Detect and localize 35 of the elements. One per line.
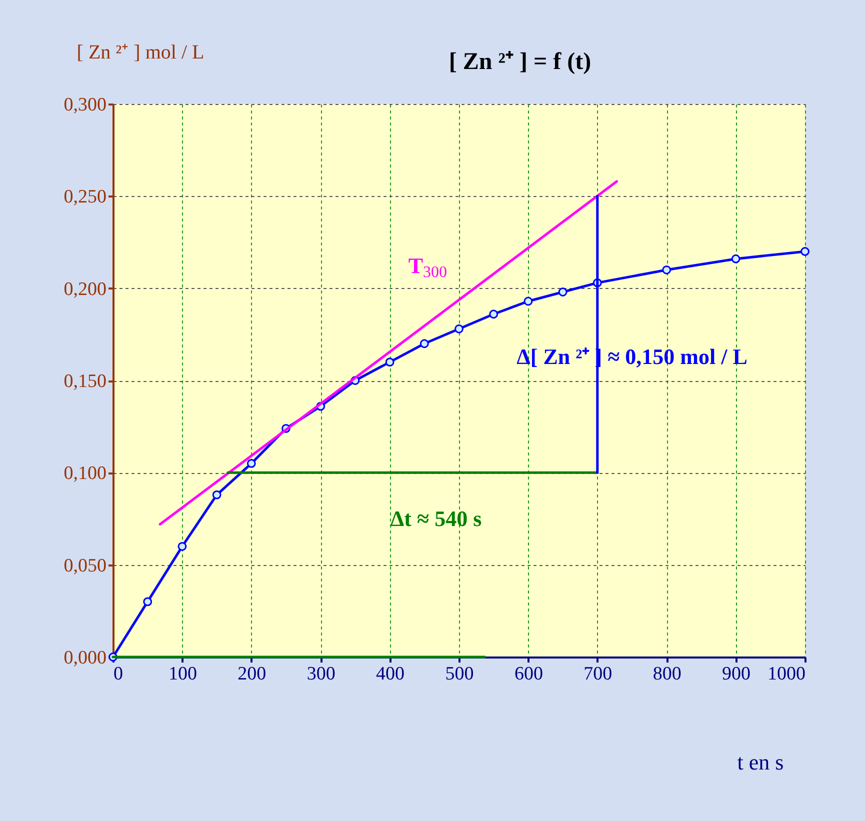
point [420, 339, 429, 348]
x-tick-label: 200 [238, 664, 266, 684]
y-axis-title: [ Zn ²⁺ ] mol / L [76, 42, 204, 64]
chart-title: [ Zn ²⁺ ] = f (t) [448, 49, 592, 75]
y-tick-label: 0,250 [64, 186, 106, 208]
y-tick-label: 0,300 [64, 94, 106, 116]
y-tick-label: 0,000 [64, 648, 106, 668]
point [662, 265, 672, 274]
y-tick-label: 0,150 [64, 371, 106, 392]
point [246, 459, 256, 468]
x-tick-label: 100 [168, 664, 197, 684]
point [454, 324, 464, 334]
point [143, 597, 152, 606]
point [524, 296, 533, 306]
point [489, 310, 498, 319]
x-tick-label: 800 [652, 664, 682, 684]
x-tick-label: 0 [114, 664, 123, 684]
x-axis-title: t en s [737, 750, 784, 774]
y-tick-label: 0,050 [64, 555, 106, 576]
annotation: Δt ≈ 540 s [390, 506, 482, 531]
x-tick-label: 500 [445, 664, 474, 684]
x-tick-label: 700 [584, 664, 612, 684]
point [731, 254, 740, 264]
x-tick-label: 400 [376, 664, 405, 684]
point [800, 247, 810, 256]
x-tick-label: 600 [514, 664, 543, 684]
x-tick-label: 900 [722, 664, 751, 684]
y-tick-label: 0,200 [64, 278, 106, 300]
point [212, 490, 222, 500]
x-tick-label: 1000 [768, 664, 806, 684]
point [385, 358, 394, 367]
y-tick-label: 0,100 [64, 463, 106, 484]
point [558, 288, 568, 296]
point [178, 542, 187, 551]
x-tick-label: 300 [306, 664, 336, 684]
